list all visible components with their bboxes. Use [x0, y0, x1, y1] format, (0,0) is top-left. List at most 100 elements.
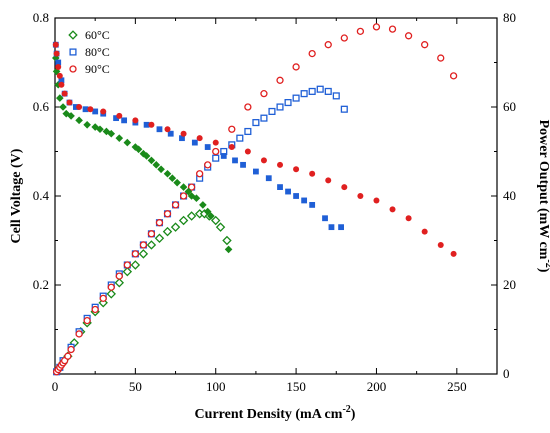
data-point [220, 153, 227, 159]
data-point [107, 129, 116, 138]
data-point [253, 168, 259, 175]
series-left-diamond [52, 54, 233, 254]
data-point [91, 123, 99, 131]
legend-marker [69, 65, 77, 73]
data-point [325, 177, 332, 184]
data-point [180, 130, 187, 137]
data-point [131, 250, 140, 258]
y-left-tick-label: 0.6 [33, 99, 50, 114]
data-point [389, 206, 396, 213]
data-point [87, 106, 94, 113]
data-point [92, 108, 99, 115]
legend-label: 60°C [85, 28, 110, 42]
data-point [285, 188, 291, 195]
data-point [116, 112, 123, 119]
data-point [244, 127, 252, 136]
data-point [301, 197, 308, 204]
data-point [228, 144, 235, 151]
data-point [154, 233, 165, 243]
data-point [284, 99, 292, 107]
data-point [96, 125, 104, 134]
data-point [148, 121, 155, 128]
data-point [156, 126, 163, 133]
data-point [357, 193, 364, 199]
data-point [72, 104, 79, 110]
data-point [388, 25, 397, 33]
legend-marker [68, 30, 78, 40]
data-point [356, 27, 365, 36]
data-point [236, 134, 244, 142]
x-tick-label: 200 [367, 379, 387, 394]
data-point [372, 23, 381, 31]
data-point [196, 170, 204, 178]
data-point [265, 175, 272, 182]
data-point [186, 211, 197, 221]
data-point [404, 32, 413, 40]
data-point [212, 154, 220, 162]
data-point [99, 294, 107, 303]
data-point [187, 183, 196, 191]
data-point [64, 352, 72, 360]
data-point [228, 125, 236, 133]
data-point [212, 147, 220, 156]
data-point [147, 156, 156, 165]
data-point [142, 152, 151, 160]
data-point [179, 192, 188, 200]
data-point [178, 215, 189, 226]
data-point [75, 330, 83, 338]
data-point [203, 207, 212, 216]
data-point [107, 283, 115, 291]
legend-label: 90°C [85, 62, 110, 76]
data-point [58, 77, 65, 84]
data-point [131, 143, 140, 151]
legend: 60°C 80°C 90°C [68, 28, 110, 76]
data-point [130, 260, 141, 270]
data-point [56, 94, 64, 102]
data-point [212, 139, 219, 146]
data-point [341, 184, 348, 191]
data-point [300, 90, 308, 98]
data-point [106, 289, 116, 299]
y-left-tick-label: 0.8 [33, 10, 49, 25]
y-right-tick-label: 80 [503, 10, 516, 25]
data-point [170, 222, 181, 232]
y-left-tick-label: 0.4 [33, 188, 50, 203]
data-point [268, 107, 276, 116]
data-point [332, 92, 340, 100]
data-point [215, 222, 226, 232]
data-point [152, 161, 161, 169]
data-point [115, 272, 123, 280]
series-left-circle [52, 41, 457, 257]
data-point [322, 215, 328, 222]
data-point [122, 266, 133, 277]
data-point [113, 115, 119, 122]
data-point [67, 345, 75, 354]
axes: 0 50 100 150 200 250 0.2 0.4 0.6 0.8 0 20 40 60 80 [33, 10, 516, 394]
data-point [83, 316, 91, 325]
data-point [277, 161, 284, 168]
series-right-diamond [53, 209, 232, 375]
data-point [340, 34, 348, 42]
data-point [224, 245, 233, 254]
y-right-tick-label: 20 [503, 277, 516, 292]
data-point [55, 59, 62, 66]
data-point [61, 90, 68, 97]
data-point [293, 166, 300, 173]
data-point [324, 87, 332, 95]
data-point [146, 240, 157, 250]
x-tick-label: 250 [447, 379, 467, 394]
data-point [59, 103, 67, 111]
data-point [53, 50, 60, 57]
x-tick-label: 100 [206, 379, 226, 394]
data-marks [52, 23, 458, 376]
data-point [324, 41, 332, 49]
data-point [139, 149, 148, 158]
data-point [192, 194, 201, 203]
data-point [373, 197, 380, 204]
data-point [115, 134, 124, 142]
data-point [405, 215, 412, 222]
data-point [308, 87, 316, 95]
data-point [232, 157, 238, 164]
data-point [260, 90, 268, 98]
x-tick-label: 0 [52, 379, 59, 394]
